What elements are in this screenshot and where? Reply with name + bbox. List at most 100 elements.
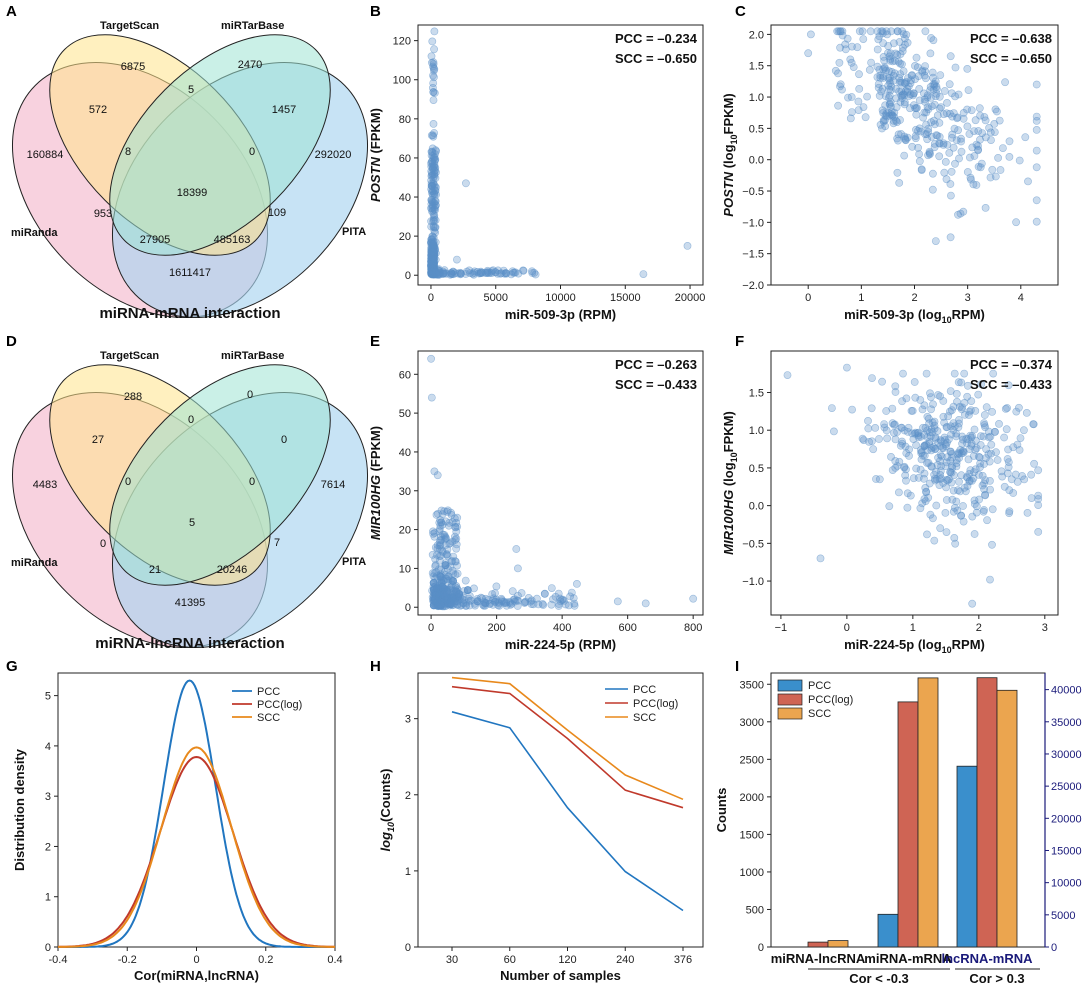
data-point bbox=[879, 116, 888, 125]
data-point bbox=[890, 420, 898, 429]
y-tick-label: 50 bbox=[399, 408, 411, 420]
data-point bbox=[854, 106, 863, 114]
data-point bbox=[955, 154, 963, 163]
data-point bbox=[892, 103, 901, 112]
y-tick-label: 0 bbox=[405, 942, 411, 954]
data-point bbox=[988, 540, 996, 549]
data-point bbox=[960, 369, 969, 378]
data-point bbox=[877, 87, 886, 96]
data-point bbox=[570, 599, 579, 608]
data-point bbox=[957, 134, 965, 143]
data-point bbox=[926, 86, 935, 95]
data-point bbox=[613, 597, 622, 606]
venn-count: 4483 bbox=[33, 479, 57, 491]
x-tick-label: 1 bbox=[858, 292, 864, 304]
data-point bbox=[858, 27, 867, 36]
data-point bbox=[890, 428, 898, 437]
data-point bbox=[942, 528, 951, 536]
y2-tick-label: 20000 bbox=[1051, 813, 1082, 825]
panel-letter-g: G bbox=[6, 658, 18, 675]
x-tick-label: 15000 bbox=[610, 292, 641, 304]
category-label: miRNA-lncRNA bbox=[771, 951, 866, 966]
pcc-label: PCC = –0.234 bbox=[615, 31, 698, 46]
data-point bbox=[878, 124, 886, 133]
x-tick-label: 2 bbox=[976, 622, 982, 634]
x-axis-label: miR-224-5p (RPM) bbox=[505, 637, 616, 652]
y-tick-label: 3 bbox=[405, 714, 411, 726]
y-tick-label: 0 bbox=[405, 270, 411, 282]
data-point bbox=[921, 27, 930, 36]
data-point bbox=[1005, 137, 1014, 146]
data-point bbox=[914, 72, 923, 80]
data-point bbox=[968, 476, 976, 485]
data-point bbox=[878, 27, 887, 36]
y-tick-label: 100 bbox=[393, 75, 411, 87]
data-point bbox=[896, 50, 905, 58]
data-point bbox=[865, 66, 874, 74]
data-point bbox=[939, 110, 948, 119]
data-point bbox=[465, 592, 474, 600]
data-point bbox=[912, 125, 920, 134]
y-tick-label: 0.5 bbox=[749, 123, 764, 135]
data-point bbox=[928, 185, 937, 194]
y-tick-label: 0 bbox=[758, 942, 764, 954]
data-point bbox=[909, 89, 918, 98]
data-point bbox=[864, 416, 872, 425]
venn-count: 7 bbox=[274, 537, 280, 549]
data-point bbox=[459, 599, 468, 608]
y-tick-label: 60 bbox=[399, 153, 411, 165]
data-point bbox=[969, 180, 978, 189]
data-point bbox=[917, 165, 926, 174]
data-point bbox=[958, 403, 967, 412]
bar-pcclog bbox=[807, 941, 829, 948]
data-point bbox=[470, 584, 478, 593]
venn-ellipses bbox=[11, 364, 369, 649]
data-point bbox=[512, 545, 521, 553]
data-point bbox=[959, 109, 968, 117]
y-tick-label: 0.5 bbox=[749, 463, 764, 475]
data-point bbox=[1030, 459, 1038, 468]
venn-label-targetscan: TargetScan bbox=[100, 20, 159, 32]
venn-count: 0 bbox=[249, 146, 255, 158]
legend-swatch bbox=[777, 707, 803, 720]
data-point bbox=[450, 597, 459, 606]
data-point bbox=[429, 601, 438, 610]
data-point bbox=[855, 27, 864, 36]
data-point bbox=[1032, 217, 1041, 226]
x-tick-label: 400 bbox=[553, 622, 571, 634]
label-part: (log bbox=[721, 462, 736, 489]
x-tick-label: 0 bbox=[428, 292, 434, 304]
data-point bbox=[978, 481, 987, 490]
label-part: 10 bbox=[729, 452, 739, 462]
label-part: (Counts) bbox=[378, 769, 393, 822]
data-point bbox=[972, 436, 980, 445]
data-point bbox=[885, 91, 894, 100]
venn-count: 0 bbox=[125, 476, 131, 488]
category-label: lncRNA-mRNA bbox=[942, 951, 1034, 966]
y-tick-label: 1.5 bbox=[749, 61, 764, 73]
data-point bbox=[883, 434, 891, 443]
data-point bbox=[952, 462, 961, 471]
y-tick-label: 20 bbox=[399, 231, 411, 243]
data-point bbox=[939, 140, 948, 149]
data-point bbox=[430, 129, 438, 137]
data-point bbox=[836, 27, 845, 36]
data-point bbox=[981, 133, 990, 142]
data-point bbox=[432, 147, 440, 156]
data-point bbox=[995, 116, 1004, 125]
data-point bbox=[952, 136, 961, 145]
venn-count: 109 bbox=[268, 207, 286, 219]
data-point bbox=[849, 63, 858, 71]
y-tick-label: 0.0 bbox=[749, 155, 764, 167]
data-point bbox=[966, 173, 975, 182]
data-point bbox=[900, 462, 909, 471]
data-point bbox=[428, 232, 437, 241]
venn-count: 27 bbox=[92, 434, 104, 446]
legend-label: PCC(log) bbox=[633, 698, 678, 710]
data-point bbox=[431, 223, 439, 232]
panel-letter-i: I bbox=[735, 658, 739, 675]
label-part: 10 bbox=[942, 645, 952, 655]
data-point bbox=[430, 199, 439, 207]
